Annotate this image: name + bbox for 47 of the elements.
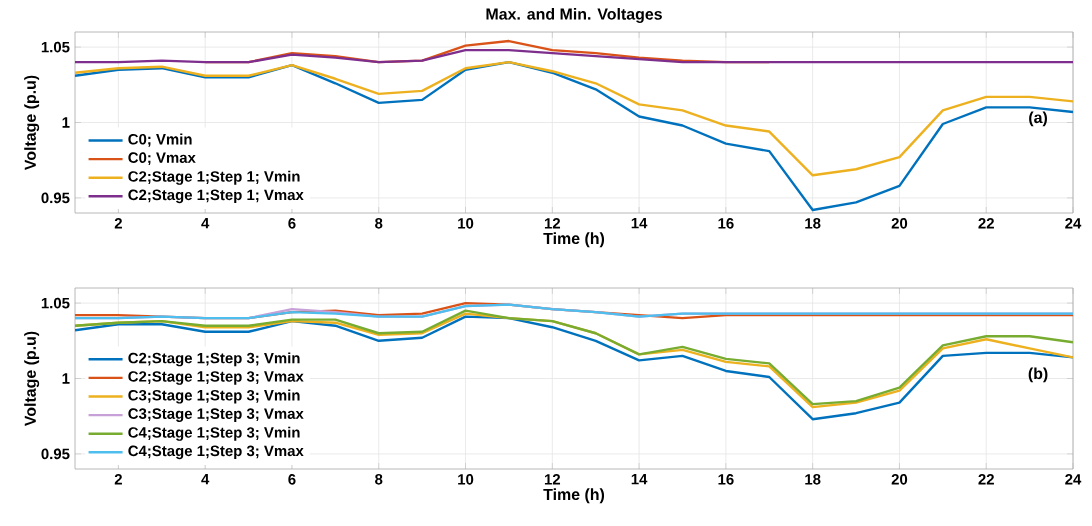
x-tick-label: 8	[375, 474, 383, 485]
legend-label: C2;Stage 1;Step 1; Vmin	[128, 170, 300, 185]
y-axis-title: Voltage (p.u)	[24, 75, 40, 171]
x-tick-label: 4	[201, 474, 210, 485]
annotation: (b)	[1028, 367, 1048, 383]
annotation: (a)	[1029, 111, 1047, 127]
x-tick-label: 2	[114, 218, 122, 229]
x-tick-label: 22	[978, 474, 994, 485]
y-tick-label: 1	[62, 373, 70, 384]
x-tick-label: 10	[458, 218, 474, 229]
y-axis-title: Voltage (p.u)	[24, 331, 40, 427]
x-tick-label: 22	[978, 218, 994, 229]
x-tick-label: 6	[288, 474, 296, 485]
x-tick-label: 12	[544, 474, 561, 485]
x-tick-label: 6	[288, 218, 296, 229]
x-tick-label: 14	[631, 474, 648, 485]
x-tick-label: 2	[114, 474, 122, 485]
legend-label: C2;Stage 1;Step 1; Vmax	[128, 189, 304, 204]
x-tick-label: 4	[201, 218, 210, 229]
x-tick-label: 18	[805, 218, 821, 229]
x-tick-label: 20	[891, 218, 908, 229]
x-tick-label: 18	[805, 474, 821, 485]
legend-label: C3;Stage 1;Step 3; Vmin	[128, 389, 300, 404]
legend-label: C4;Stage 1;Step 3; Vmin	[128, 426, 300, 441]
x-tick-label: 14	[631, 218, 648, 229]
y-tick-label: 1	[62, 117, 70, 128]
chart-title: Max. and Min. Voltages	[486, 8, 662, 23]
x-tick-label: 20	[891, 474, 908, 485]
x-axis-title: Time (h)	[543, 232, 605, 248]
legend-label: C2;Stage 1;Step 3; Vmax	[128, 371, 304, 385]
x-tick-label: 24	[1065, 218, 1082, 229]
legend-label: C4;Stage 1;Step 3; Vmax	[128, 445, 304, 460]
y-tick-label: 0.95	[41, 192, 70, 204]
y-tick-label: 0.95	[41, 448, 70, 460]
x-tick-label: 10	[458, 474, 474, 485]
y-tick-label: 1.05	[41, 41, 70, 53]
legend-label: C0; Vmin	[128, 133, 192, 147]
legend-label: C2;Stage 1;Step 3; Vmin	[128, 352, 300, 367]
x-tick-label: 8	[375, 218, 383, 229]
x-axis-title: Time (h)	[543, 488, 605, 504]
x-tick-label: 24	[1065, 474, 1082, 485]
x-tick-label: 16	[718, 474, 734, 485]
x-tick-label: 16	[718, 218, 734, 229]
legend-label: C3;Stage 1;Step 3; Vmax	[128, 408, 304, 422]
x-tick-label: 12	[544, 218, 561, 229]
y-tick-label: 1.05	[41, 297, 70, 309]
legend-label: C0; Vmax	[128, 152, 196, 166]
